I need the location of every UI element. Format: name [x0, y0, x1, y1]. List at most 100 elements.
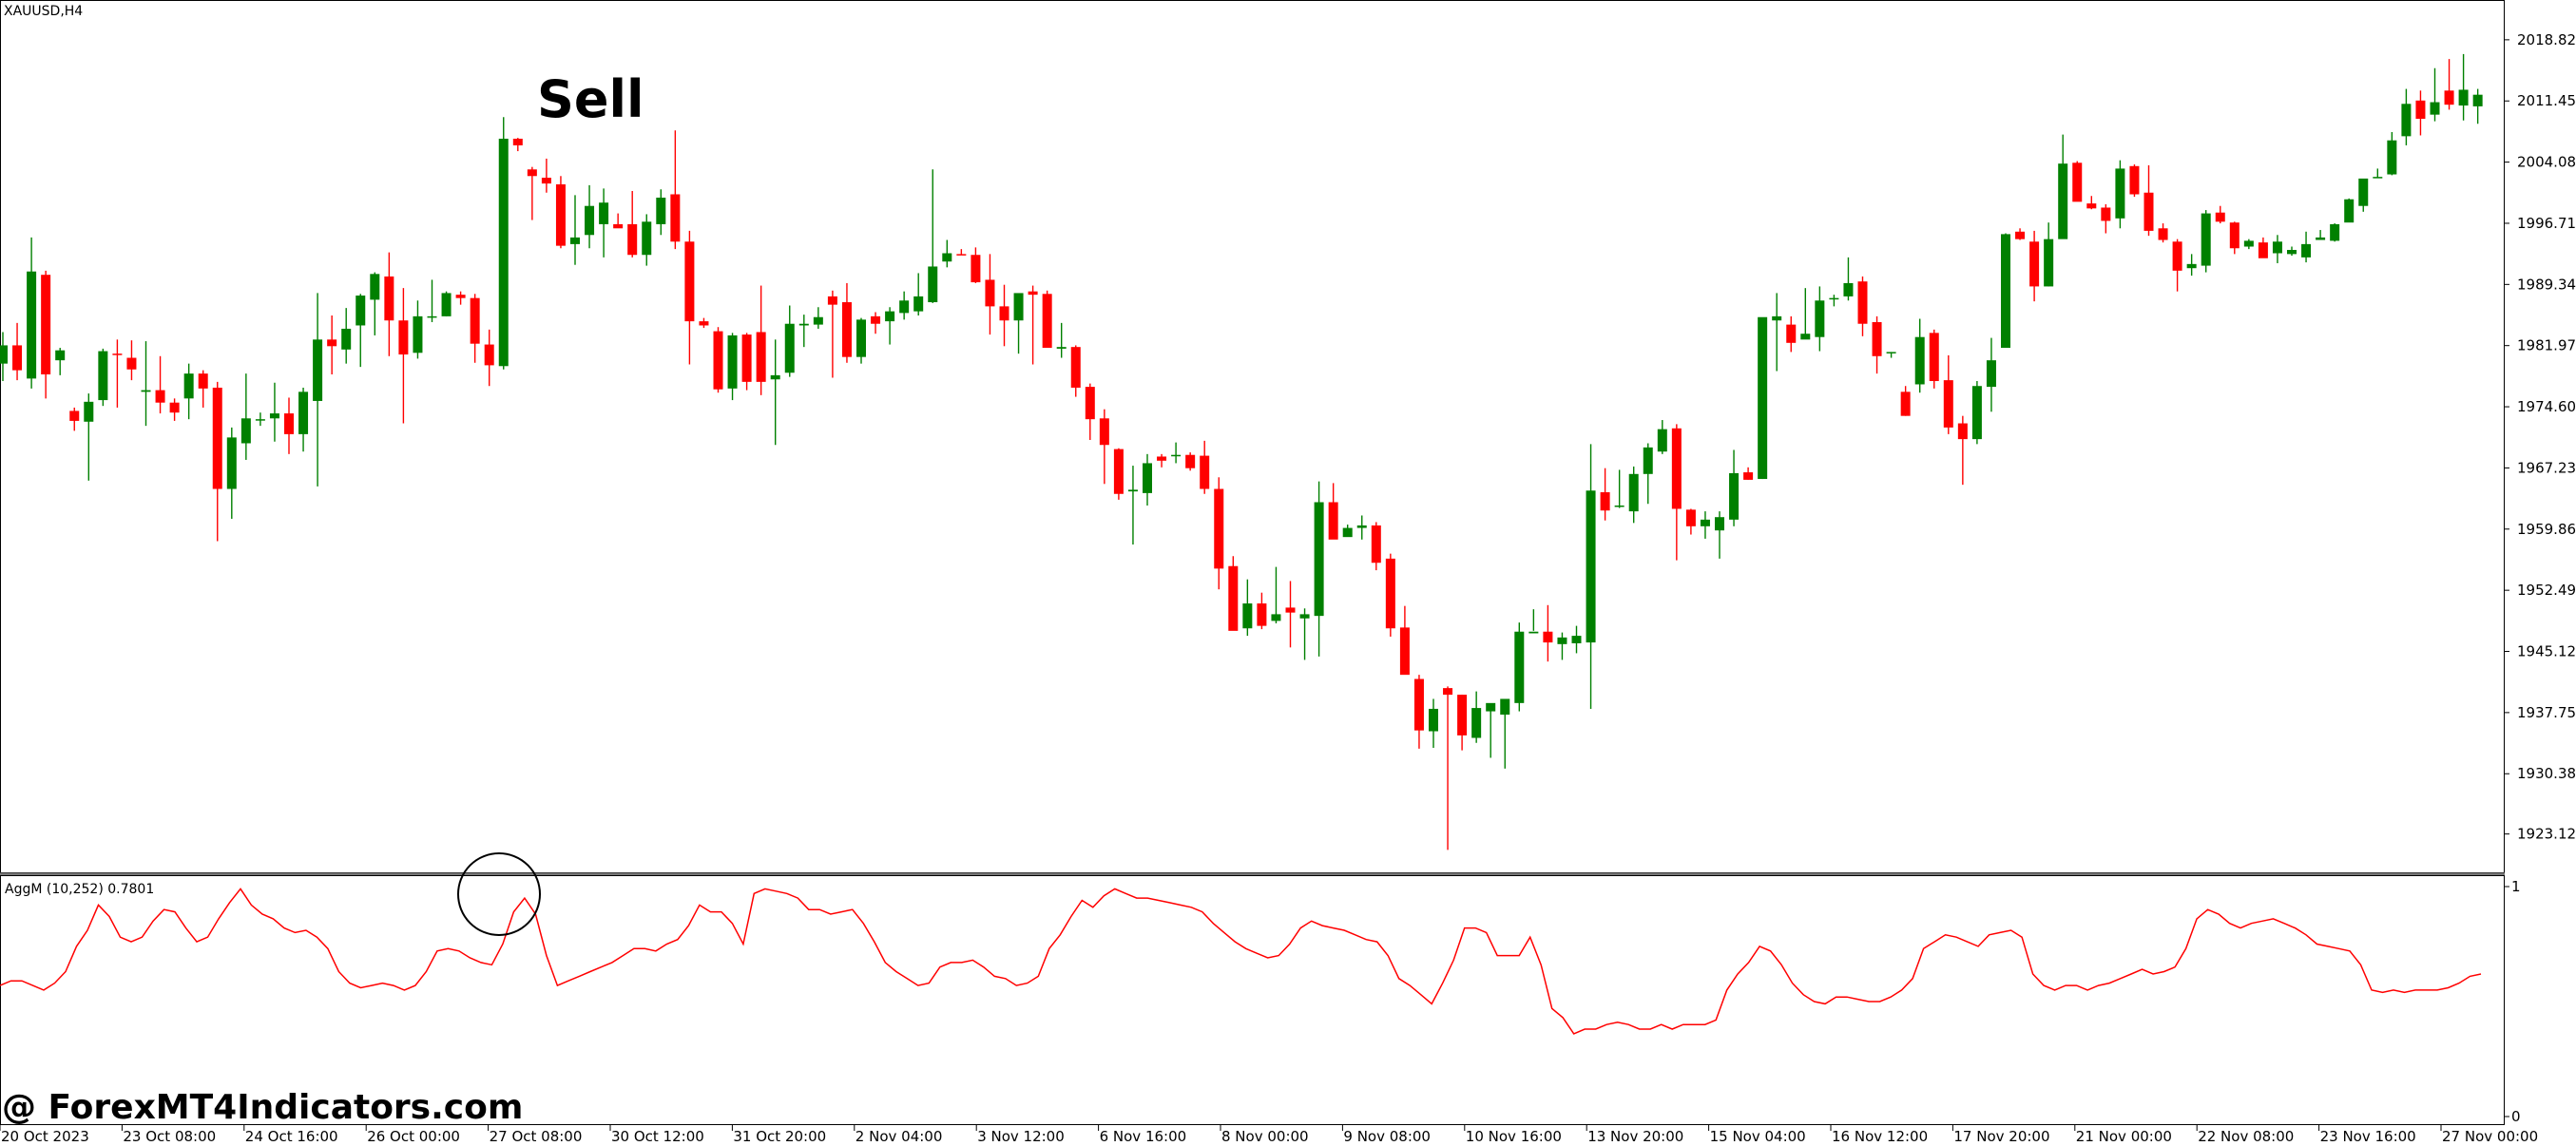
- candle: [699, 317, 709, 329]
- candle-body: [541, 178, 551, 184]
- candle: [1228, 556, 1239, 631]
- price-tick-label: 1930.380: [2517, 765, 2576, 782]
- time-tick-label: 31 Oct 20:00: [733, 1128, 826, 1145]
- candle: [183, 363, 194, 420]
- candle-body: [856, 319, 866, 357]
- candle-body: [41, 275, 51, 374]
- candle: [1857, 276, 1868, 336]
- price-tick-label: 2018.820: [2517, 31, 2576, 48]
- candle-body: [885, 311, 895, 322]
- candle-body: [2001, 234, 2010, 349]
- candle: [813, 307, 823, 329]
- candle: [441, 291, 452, 316]
- time-tick-label: 2 Nov 04:00: [855, 1128, 943, 1145]
- price-tick-label: 1952.490: [2517, 582, 2576, 599]
- candle-body: [627, 223, 638, 256]
- candle-body: [770, 374, 780, 380]
- sell-annotation: Sell: [537, 69, 644, 129]
- candle-body: [1843, 282, 1854, 296]
- candle: [1085, 383, 1095, 440]
- candle: [2458, 53, 2469, 121]
- candle: [1872, 315, 1882, 374]
- candle-body: [12, 345, 23, 371]
- candle-body: [798, 323, 809, 326]
- candle: [1729, 449, 1740, 526]
- candle: [2415, 90, 2426, 136]
- candle: [2287, 246, 2297, 257]
- candle-body: [971, 255, 981, 283]
- candle-body: [169, 402, 180, 413]
- candle: [2272, 235, 2282, 263]
- candle-body: [756, 332, 766, 382]
- candle: [2344, 198, 2355, 223]
- candle: [599, 188, 609, 258]
- candle-body: [1070, 347, 1081, 388]
- candle: [2444, 59, 2454, 110]
- candle-body: [1729, 472, 1740, 520]
- candle: [2101, 203, 2111, 234]
- candle: [871, 312, 881, 334]
- candle-body: [356, 296, 366, 326]
- time-tick-label: 15 Nov 04:00: [1710, 1128, 1806, 1145]
- candle-body: [313, 339, 323, 401]
- candle-body: [1143, 463, 1152, 493]
- candle-body: [1457, 695, 1468, 735]
- candle-body: [2044, 239, 2054, 287]
- candle: [1943, 354, 1953, 434]
- candle: [541, 158, 551, 193]
- candle: [1127, 466, 1138, 545]
- candle: [913, 273, 924, 315]
- candle-body: [1815, 300, 1825, 337]
- candle-body: [1886, 352, 1896, 353]
- candle-body: [871, 315, 881, 324]
- candle: [971, 247, 981, 283]
- candle-body: [126, 357, 137, 370]
- candle-body: [155, 390, 165, 403]
- time-tick-label: 20 Oct 2023: [1, 1128, 89, 1145]
- time-tick-label: 9 Nov 08:00: [1343, 1128, 1431, 1145]
- candle-body: [1557, 637, 1567, 644]
- candle: [2387, 131, 2397, 176]
- time-tick-label: 6 Nov 16:00: [1100, 1128, 1187, 1145]
- candle-body: [1157, 456, 1167, 461]
- candle: [298, 387, 309, 452]
- candle-body: [341, 328, 352, 350]
- candle-body: [183, 373, 194, 399]
- candle-body: [1628, 473, 1639, 512]
- candle-body: [1228, 565, 1239, 631]
- candle: [713, 327, 723, 393]
- candle: [1772, 293, 1782, 372]
- candle-body: [484, 344, 494, 366]
- candle: [2201, 210, 2211, 273]
- candle: [2243, 239, 2254, 250]
- time-tick-label: 17 Nov 20:00: [1953, 1128, 2049, 1145]
- candle: [2158, 223, 2168, 243]
- candle-body: [599, 202, 609, 224]
- candle: [2143, 164, 2154, 237]
- candle: [1113, 448, 1124, 500]
- price-tick-label: 1937.750: [2517, 704, 2576, 721]
- candle: [240, 373, 251, 460]
- candle-body: [1671, 428, 1682, 509]
- candle-body: [570, 237, 580, 244]
- candle-body: [1429, 708, 1438, 732]
- indicator-layer: [0, 888, 2482, 1035]
- candle: [2172, 239, 2182, 292]
- candle: [1099, 409, 1109, 485]
- candle: [1356, 515, 1367, 540]
- candle: [527, 166, 537, 220]
- candle-body: [1299, 614, 1310, 619]
- candle: [770, 339, 780, 446]
- candle: [1242, 579, 1253, 637]
- candle: [741, 333, 752, 391]
- candle: [1628, 466, 1639, 524]
- watermark: @ ForexMT4Indicators.com: [2, 1088, 523, 1127]
- candle: [798, 315, 809, 348]
- candle: [12, 322, 23, 381]
- candle-body: [198, 373, 208, 389]
- candle-body: [1829, 297, 1839, 300]
- candle: [1200, 440, 1210, 494]
- candle-body: [2229, 222, 2240, 249]
- candle-body: [27, 271, 37, 379]
- candle-body: [413, 315, 423, 353]
